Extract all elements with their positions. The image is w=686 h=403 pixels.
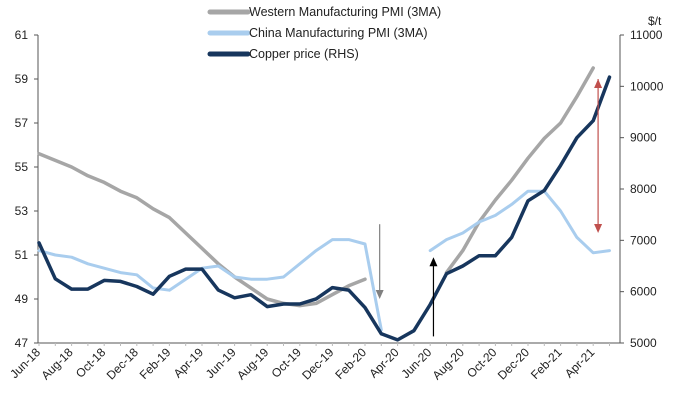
x-tick-label: Jun-19	[203, 345, 239, 381]
x-tick-label: Jun-20	[398, 345, 434, 381]
x-tick-label: Aug-18	[38, 345, 75, 382]
arrow-head-icon	[594, 79, 603, 88]
right-tick-label: 11000	[630, 28, 663, 42]
arrow-head-icon	[429, 257, 438, 267]
right-tick-label: 5000	[630, 336, 657, 350]
legend-label-western: Western Manufacturing PMI (3MA)	[249, 5, 441, 19]
right-tick-label: 10000	[630, 79, 664, 93]
right-tick-label: 9000	[630, 131, 657, 145]
axes: 47 49 51 53 55 57 59 61 5000 6000 7000 8000 9000 1000…	[7, 28, 663, 382]
series-line-western-pmi	[444, 66, 595, 275]
arrow-head-icon	[375, 290, 384, 299]
series-group	[37, 66, 612, 342]
arrow-head-icon	[594, 224, 603, 233]
right-tick-label: 8000	[630, 182, 657, 196]
x-tick-label: Jun-18	[7, 345, 43, 381]
x-tick-label: Dec-19	[299, 345, 336, 382]
right-tick-label: 7000	[630, 233, 657, 247]
x-tick-label: Dec-18	[104, 345, 141, 382]
x-tick-label: Oct-20	[464, 345, 500, 381]
annotations	[375, 79, 603, 337]
legend-label-china: China Manufacturing PMI (3MA)	[249, 26, 428, 40]
legend-label-copper: Copper price (RHS)	[249, 47, 359, 61]
x-tick-label: Apr-21	[562, 345, 598, 381]
left-tick-label: 57	[15, 116, 29, 130]
left-tick-label: 47	[15, 336, 29, 350]
right-tick-label: 6000	[630, 285, 657, 299]
x-tick-label: Aug-19	[234, 345, 271, 382]
series-line-western-pmi	[37, 152, 367, 308]
x-tick-label: Feb-20	[332, 345, 369, 382]
x-tick-label: Feb-19	[137, 345, 174, 382]
left-tick-label: 61	[15, 28, 29, 42]
left-tick-label: 51	[15, 248, 29, 262]
x-tick-label: Oct-19	[269, 345, 305, 381]
series-line-copper-price	[37, 75, 612, 342]
series-line-china-pmi	[428, 189, 611, 255]
x-tick-label: Oct-18	[73, 345, 109, 381]
x-tick-label: Apr-20	[366, 345, 402, 381]
left-tick-label: 55	[15, 160, 29, 174]
x-tick-label: Apr-19	[171, 345, 207, 381]
left-tick-label: 53	[15, 204, 29, 218]
x-tick-label: Aug-20	[430, 345, 467, 382]
right-axis-unit-label: $/t	[648, 14, 662, 28]
left-tick-label: 59	[15, 72, 29, 86]
x-tick-label: Dec-20	[495, 345, 532, 382]
legend: Western Manufacturing PMI (3MA) China Ma…	[207, 5, 441, 61]
x-tick-label: Feb-21	[528, 345, 565, 382]
left-tick-label: 49	[15, 292, 29, 306]
series-line-china-pmi	[37, 238, 383, 332]
